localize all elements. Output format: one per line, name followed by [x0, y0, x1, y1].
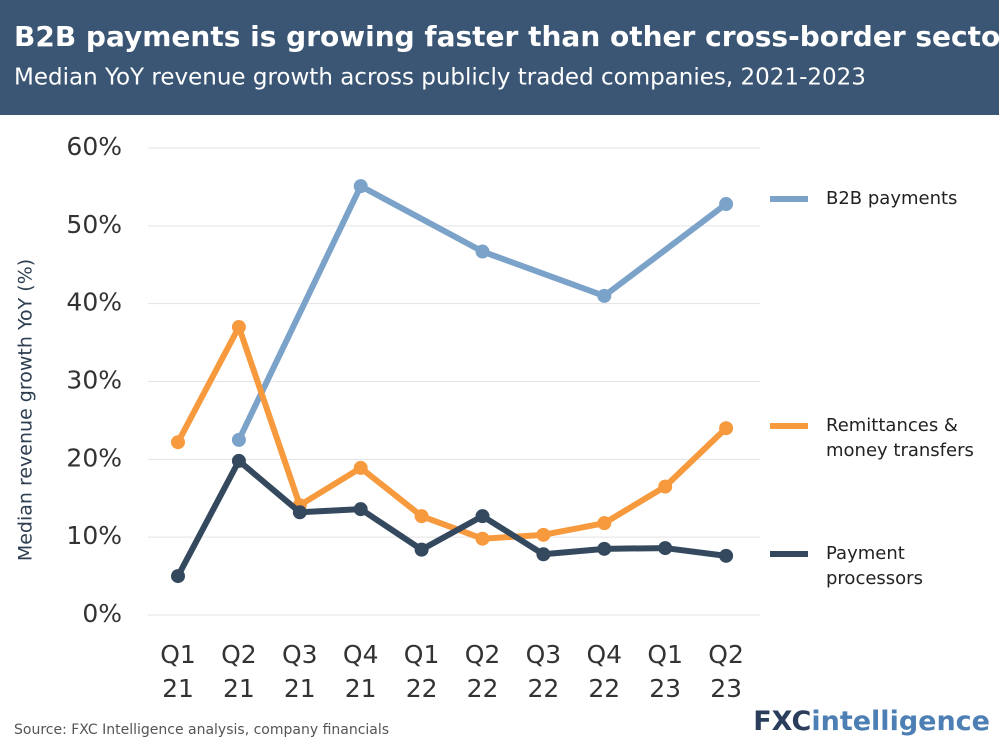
point [536, 547, 551, 562]
legend-label: money transfers [826, 440, 974, 461]
y-tick-label: 30% [66, 366, 122, 395]
point [414, 542, 429, 557]
point [231, 453, 246, 468]
x-tick-label: 22 [588, 674, 620, 703]
point [597, 516, 612, 531]
logo-part: intelligence [811, 706, 990, 737]
header [0, 0, 999, 115]
line-segment [540, 520, 608, 538]
point [719, 197, 734, 212]
line-segment [540, 545, 608, 558]
line-segment [235, 183, 364, 443]
y-tick-label: 50% [66, 210, 122, 239]
x-tick-label: 21 [162, 674, 194, 703]
point [658, 541, 673, 556]
line-segment [357, 506, 425, 553]
x-tick-label: 22 [527, 674, 559, 703]
x-tick-label: 21 [223, 674, 255, 703]
x-tick-label: Q1 [160, 640, 196, 669]
line-segment [479, 513, 547, 558]
line-segment [296, 506, 364, 516]
x-tick-label: Q1 [647, 640, 683, 669]
line-segment [357, 464, 425, 520]
line-segment [479, 248, 608, 299]
x-tick-label: Q4 [343, 640, 379, 669]
legend-label: B2B payments [826, 188, 957, 209]
line-segment [357, 183, 486, 255]
x-tick-label: 21 [284, 674, 316, 703]
point [292, 505, 307, 520]
chart-title: B2B payments is growing faster than othe… [14, 20, 999, 53]
point [353, 502, 368, 517]
x-tick-label: 21 [345, 674, 377, 703]
x-tick-label: Q2 [465, 640, 501, 669]
legend-label: Remittances & [826, 415, 958, 436]
y-tick-label: 60% [66, 132, 122, 161]
line-segment [662, 425, 730, 490]
x-tick-label: Q2 [708, 640, 744, 669]
line-segment [601, 201, 730, 299]
line-segment [601, 483, 669, 527]
source: Source: FXC Intelligence analysis, compa… [14, 722, 389, 738]
point [719, 548, 734, 563]
y-tick-label: 40% [66, 288, 122, 317]
x-tick-label: Q4 [587, 640, 623, 669]
point [475, 244, 490, 259]
point [231, 320, 246, 335]
legend-label: Payment [826, 543, 905, 564]
point [171, 569, 185, 584]
x-tick-label: 23 [649, 674, 681, 703]
line-segment [418, 513, 486, 542]
point [414, 509, 429, 524]
line-segment [662, 545, 730, 559]
point [475, 509, 490, 524]
point [597, 288, 612, 303]
line-segment [175, 324, 242, 446]
logo: FXCintelligence [753, 706, 990, 737]
point [719, 421, 734, 436]
x-tick-label: Q3 [526, 640, 562, 669]
point [475, 531, 490, 546]
line-segment [296, 464, 364, 509]
x-tick-label: 23 [710, 674, 742, 703]
logo-part: FXC [753, 706, 811, 737]
point [353, 179, 368, 194]
line-segment [175, 457, 242, 580]
y-axis-label: Median revenue growth YoY (%) [15, 259, 37, 561]
point [536, 527, 551, 542]
line-segment [601, 545, 669, 552]
chart-subtitle: Median YoY revenue growth across publicl… [14, 65, 866, 91]
point [171, 435, 185, 450]
y-tick-label: 10% [66, 521, 122, 550]
x-tick-label: Q1 [404, 640, 440, 669]
point [658, 479, 673, 494]
line-segment [418, 513, 486, 553]
point [597, 541, 612, 556]
x-tick-label: Q3 [282, 640, 318, 669]
line-segment [235, 457, 303, 516]
line-segment [235, 324, 303, 509]
x-tick-label: 22 [467, 674, 499, 703]
x-tick-label: 22 [406, 674, 438, 703]
y-tick-label: 20% [66, 443, 122, 472]
point [231, 432, 246, 447]
legend-label: processors [826, 568, 923, 589]
y-tick-label: 0% [82, 599, 122, 628]
point [353, 460, 368, 475]
x-tick-label: Q2 [221, 640, 257, 669]
